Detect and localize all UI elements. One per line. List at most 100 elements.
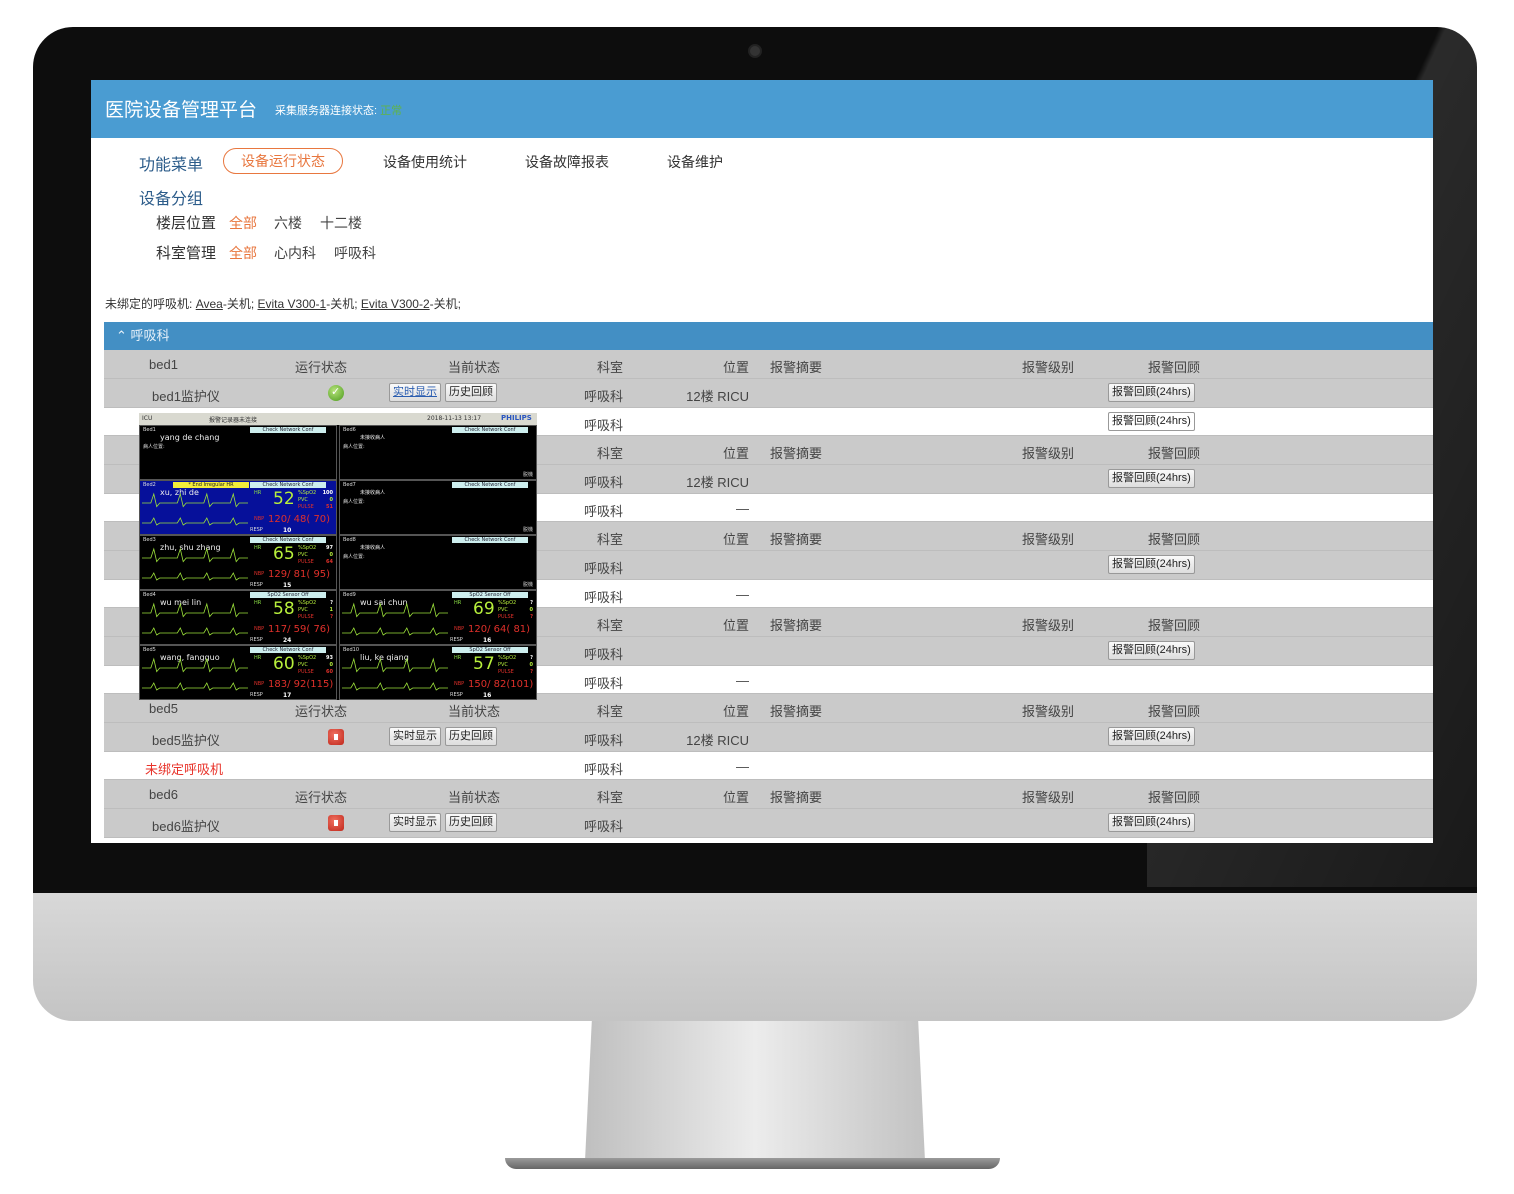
stopped-icon xyxy=(328,729,344,745)
realtime-button[interactable]: 实时显示 xyxy=(389,813,441,832)
ventilator-location: — xyxy=(736,673,749,688)
col-alarm-review: 报警回顾 xyxy=(1148,790,1201,805)
bed-cell[interactable]: Bed5 Check Network Conf wang, fangguo HR 60%… xyxy=(139,645,337,700)
dept-all[interactable]: 全部 xyxy=(229,245,257,261)
col-location: 位置 xyxy=(722,532,749,547)
resp-value: 15 xyxy=(283,582,292,589)
nbp-label: NBP xyxy=(254,626,265,632)
monitor-dept: 呼吸科 xyxy=(583,475,623,490)
floor-6[interactable]: 六楼 xyxy=(274,215,302,231)
history-button[interactable]: 历史回顾 xyxy=(445,727,497,746)
ecg-trace xyxy=(342,657,448,673)
nbp-value: 183/ 92(115) xyxy=(268,679,334,690)
bed-cell[interactable]: Bed6 Check Network Conf 未接收病人 病人位置: 脱機 xyxy=(339,425,537,480)
bed-label: Bed7 xyxy=(343,482,356,488)
ventilator-link[interactable]: Avea xyxy=(195,297,223,311)
bed-cell[interactable]: Bed9 SpO2 Sensor Off wu sai chun HR 69 %SpO2 P… xyxy=(339,590,537,645)
device-group-label: 设备分组 xyxy=(139,191,204,208)
col-alarm-level: 报警级别 xyxy=(1022,618,1075,633)
alarm-review-button[interactable]: 报警回顾(24hrs) xyxy=(1108,469,1195,488)
tab-fault-report[interactable]: 设备故障报表 xyxy=(525,154,609,170)
bed-cell[interactable]: Bed3 Check Network Conf zhu, shu zhang HR 65… xyxy=(139,535,337,590)
col-dept: 科室 xyxy=(596,618,623,633)
ventilator-location: — xyxy=(736,587,749,602)
history-button[interactable]: 历史回顾 xyxy=(445,383,497,402)
alarm-review-button[interactable]: 报警回顾(24hrs) xyxy=(1108,813,1195,832)
monitor-dept: 呼吸科 xyxy=(583,733,623,748)
realtime-button[interactable]: 实时显示 xyxy=(389,383,441,402)
bed-cell[interactable]: Bed1 Check Network Conf yang de chang 病人位置: xyxy=(139,425,337,480)
monitor-name: bed6监护仪 xyxy=(152,819,220,834)
resp-value: 16 xyxy=(483,637,492,644)
app-title: 医院设备管理平台 xyxy=(105,100,258,121)
status-banner: Check Network Conf xyxy=(250,482,326,488)
ventilator-link[interactable]: Evita V300-2 xyxy=(360,297,430,311)
alarm-review-button[interactable]: 报警回顾(24hrs) xyxy=(1108,727,1195,746)
ventilator-link[interactable]: Evita V300-1 xyxy=(257,297,327,311)
pulse-value: 64 xyxy=(326,559,333,565)
hr-label: HR xyxy=(254,490,262,496)
patient-name: wang, fangguo xyxy=(160,653,220,662)
col-dept: 科室 xyxy=(596,790,623,805)
spo2-label: %SpO2 xyxy=(298,545,317,551)
bed-cell[interactable]: Bed10 SpO2 Sensor Off liu, ke qiang HR 57 %Sp… xyxy=(339,645,537,700)
floor-12[interactable]: 十二楼 xyxy=(320,215,362,231)
pvc-value: 0 xyxy=(529,662,533,668)
spo2-label: %SpO2 xyxy=(298,600,317,606)
monitor-name: bed1监护仪 xyxy=(152,389,220,404)
vitals-labels: %SpO2 PVC PULSE xyxy=(298,600,316,621)
hr-value: 65 xyxy=(273,544,295,564)
ventilator-dept: 呼吸科 xyxy=(583,590,623,605)
vitals-labels: %SpO2 PVC PULSE xyxy=(498,600,516,621)
col-alarm-level: 报警级别 xyxy=(1022,360,1075,375)
ecg-trace xyxy=(142,682,248,691)
patient-name: wu sai chun xyxy=(360,598,408,607)
col-location: 位置 xyxy=(722,446,749,461)
resp-value: 16 xyxy=(483,692,492,699)
bed-cell[interactable]: Bed4 SpO2 Sensor Off wu mei lin HR 58 %SpO2 PV… xyxy=(139,590,337,645)
hr-label: HR xyxy=(254,600,262,606)
col-run-status: 运行状态 xyxy=(295,704,348,719)
patient-name: 未接收病人 xyxy=(360,435,386,441)
pvc-label: PVC xyxy=(498,662,508,668)
spo2-value: ? xyxy=(530,600,533,606)
spo2-value: 93 xyxy=(326,655,333,661)
tab-device-status[interactable]: 设备运行状态 xyxy=(223,148,343,174)
section-respiratory[interactable]: ⌃ 呼吸科 xyxy=(104,322,1433,350)
alarm-review-button[interactable]: 报警回顾(24hrs) xyxy=(1108,383,1195,402)
tab-usage-stats[interactable]: 设备使用统计 xyxy=(383,154,467,170)
alarm-review-button[interactable]: 报警回顾(24hrs) xyxy=(1108,555,1195,574)
camera-icon xyxy=(748,44,762,58)
ecg-trace xyxy=(342,627,448,636)
function-menu-label: 功能菜单 xyxy=(139,157,204,174)
unbound-prefix: 未绑定的呼吸机: xyxy=(105,297,193,311)
nbp-value: 150/ 82(101) xyxy=(468,679,534,690)
history-button[interactable]: 历史回顾 xyxy=(445,813,497,832)
resp-label: RESP xyxy=(250,637,263,643)
ecg-waveform xyxy=(142,657,248,691)
connection-status: 采集服务器连接状态: 正常 xyxy=(275,102,402,118)
ventilator-dept: 呼吸科 xyxy=(583,504,623,519)
tab-maintenance[interactable]: 设备维护 xyxy=(667,154,723,170)
alarm-review-button[interactable]: 报警回顾(24hrs) xyxy=(1108,412,1195,431)
dept-cardiology[interactable]: 心内科 xyxy=(274,245,316,261)
ecg-trace xyxy=(142,547,248,563)
bed-cell[interactable]: Bed8 Check Network Conf 未接收病人 病人位置: 脱機 xyxy=(339,535,537,590)
bed-label: Bed8 xyxy=(343,537,356,543)
floor-all[interactable]: 全部 xyxy=(229,215,257,231)
spo2-value: 100 xyxy=(322,490,333,496)
col-dept: 科室 xyxy=(596,532,623,547)
col-alarm-review: 报警回顾 xyxy=(1148,532,1201,547)
bed-cell[interactable]: Bed7 Check Network Conf 未接收病人 病人位置: 脱機 xyxy=(339,480,537,535)
bed-label: Bed9 xyxy=(343,592,356,598)
ecg-waveform xyxy=(142,492,248,526)
dept-respiratory[interactable]: 呼吸科 xyxy=(334,245,376,261)
patient-name: 未接收病人 xyxy=(360,490,386,496)
spo2-label: %SpO2 xyxy=(498,655,517,661)
monitor-location: 12楼 RICU xyxy=(686,475,749,490)
patient-name: xu, zhi de xyxy=(160,488,199,497)
brand-logo: PHILIPS xyxy=(501,414,532,422)
alarm-review-button[interactable]: 报警回顾(24hrs) xyxy=(1108,641,1195,660)
realtime-button[interactable]: 实时显示 xyxy=(389,727,441,746)
bed-cell[interactable]: Bed2 Check Network Conf * End Irregular HR… xyxy=(139,480,337,535)
